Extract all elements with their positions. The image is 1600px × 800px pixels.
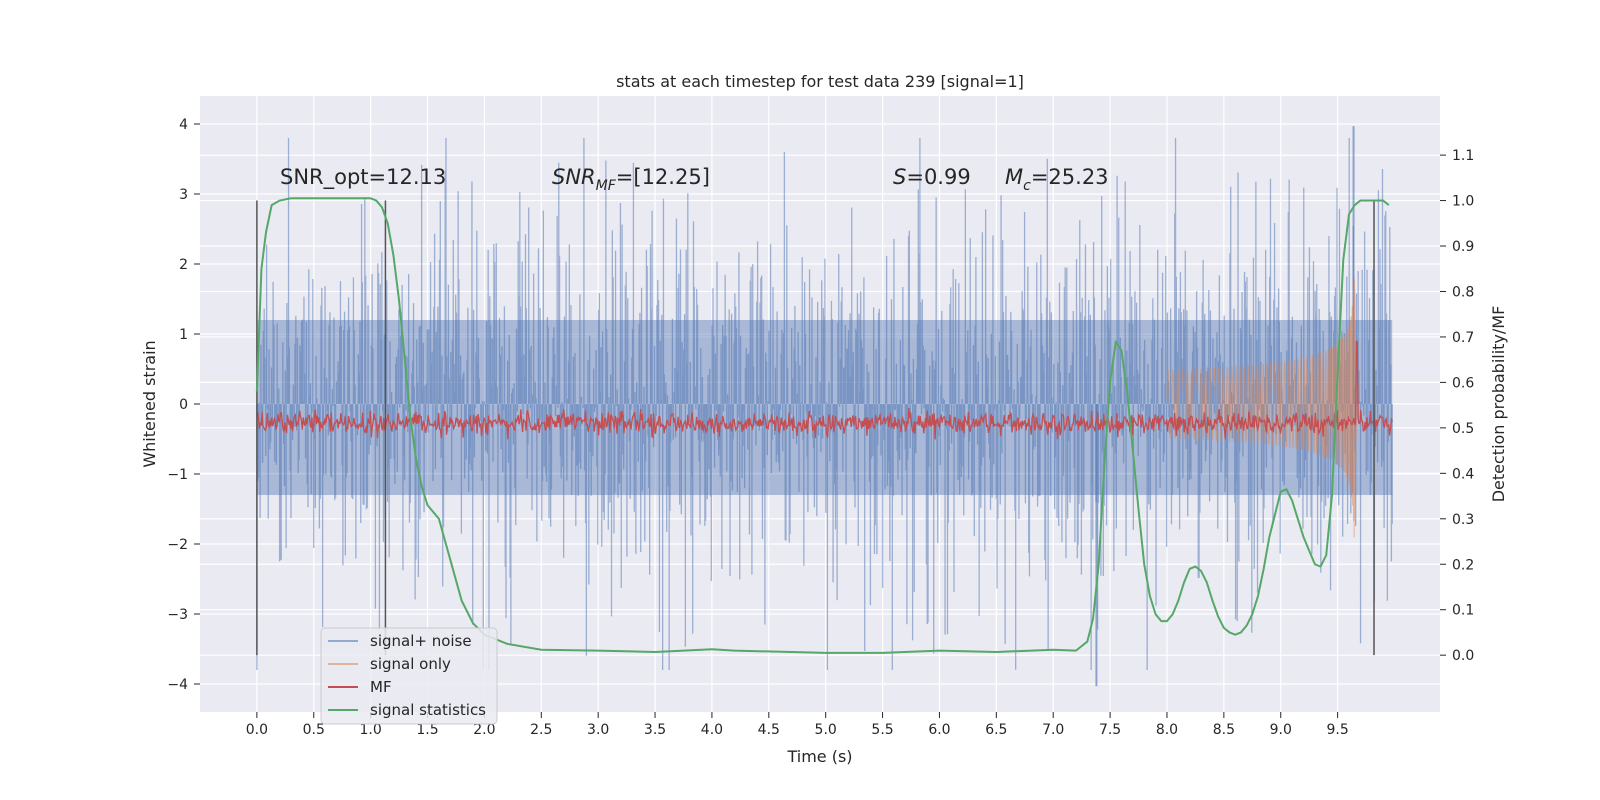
x-tick-label-17: 8.5: [1213, 722, 1235, 738]
y-right-tick-label-0: 1.1: [1452, 148, 1474, 164]
mf-line: [256, 340, 1393, 440]
legend-label-signal-only: signal only: [370, 655, 451, 673]
y-left-tick-label-2: 2: [179, 257, 188, 273]
x-tick-label-11: 5.5: [871, 722, 893, 738]
vertical-markers: [256, 200, 1375, 656]
annotation-snr-mf-value: =[12.25]: [616, 165, 710, 189]
signal-only-series: [1166, 278, 1359, 538]
y-right-tick-label-9: 0.2: [1452, 557, 1474, 573]
mf-series: [256, 340, 1393, 440]
y-left-tick-label-8: −4: [167, 677, 188, 693]
annotation-snr-opt: SNR_opt=12.13: [280, 165, 446, 190]
x-tick-label-14: 7.0: [1042, 722, 1064, 738]
x-tick-label-13: 6.5: [985, 722, 1007, 738]
signal-plus-noise-series: [256, 126, 1393, 687]
annotation-mc-sub: c: [1023, 178, 1031, 194]
legend-label-signal-statistics: signal statistics: [370, 701, 486, 719]
y-left-tick-label-4: 0: [179, 397, 188, 413]
x-tick-label-2: 1.0: [360, 722, 382, 738]
x-tick-label-12: 6.0: [928, 722, 950, 738]
annotation-snr-mf-prefix: SNR: [552, 165, 596, 189]
x-axis-ticks: 0.0 0.5 1.0 1.5 2.0 2.5 3.0 3.5 4.0 4.5 5.0 5.5 6.0 6…: [246, 712, 1349, 738]
y-right-tick-label-11: 0.0: [1452, 648, 1474, 664]
y-right-tick-label-8: 0.3: [1452, 512, 1474, 528]
y-right-tick-label-6: 0.5: [1452, 421, 1474, 437]
y-right-axis-ticks: 1.1 1.0 0.9 0.8 0.7 0.6 0.5 0.4 0.3 0.2 0.1 0.0: [1440, 148, 1474, 664]
x-tick-label-4: 2.0: [473, 722, 495, 738]
x-tick-label-1: 0.5: [303, 722, 325, 738]
x-tick-label-16: 8.0: [1156, 722, 1178, 738]
legend-box: [320, 627, 498, 725]
signal-statistics-line: [255, 197, 1390, 654]
annotation-s: S=0.99: [893, 165, 971, 189]
x-axis-label: Time (s): [786, 747, 852, 766]
legend: signal+ noise signal only MF signal stat…: [320, 627, 498, 725]
x-tick-label-15: 7.5: [1099, 722, 1121, 738]
x-tick-label-0: 0.0: [246, 722, 268, 738]
x-tick-label-10: 5.0: [815, 722, 837, 738]
annotation-snr-mf: SNRMF=[12.25]: [552, 165, 710, 194]
x-tick-label-9: 4.5: [758, 722, 780, 738]
y-right-tick-label-10: 0.1: [1452, 603, 1474, 619]
signal-only-line: [1166, 278, 1359, 538]
annotation-mc: Mc=25.23: [1005, 165, 1109, 194]
y-left-tick-label-3: 1: [179, 327, 188, 343]
x-tick-label-5: 2.5: [530, 722, 552, 738]
y-right-tick-label-2: 0.9: [1452, 239, 1474, 255]
y-left-tick-label-5: −1: [167, 467, 188, 483]
y-left-tick-label-6: −2: [167, 537, 188, 553]
y-left-tick-label-1: 3: [179, 187, 188, 203]
legend-label-mf: MF: [370, 678, 392, 696]
annotation-mc-prefix: M: [1005, 165, 1023, 189]
x-tick-label-6: 3.0: [587, 722, 609, 738]
x-tick-label-3: 1.5: [416, 722, 438, 738]
annotation-snr-mf-sub: MF: [596, 178, 617, 194]
y-right-tick-label-7: 0.4: [1452, 466, 1474, 482]
chart-title: stats at each timestep for test data 239…: [616, 72, 1024, 91]
x-tick-label-18: 9.0: [1270, 722, 1292, 738]
y-left-tick-label-7: −3: [167, 607, 188, 623]
y-right-axis-label: Detection probability/MF: [1489, 306, 1508, 503]
y-right-tick-label-1: 1.0: [1452, 194, 1474, 210]
y-right-tick-label-4: 0.7: [1452, 330, 1474, 346]
y-left-axis-label: Whitened strain: [140, 340, 159, 467]
x-tick-label-19: 9.5: [1326, 722, 1348, 738]
x-tick-label-7: 3.5: [644, 722, 666, 738]
signal-statistics-series: [255, 197, 1390, 654]
y-right-tick-label-5: 0.6: [1452, 375, 1474, 391]
signal-noise-dense-band: [256, 320, 1393, 495]
legend-label-signal-noise: signal+ noise: [370, 632, 472, 650]
annotation-mc-value: =25.23: [1031, 165, 1109, 189]
annotation-s-prefix: S: [893, 165, 906, 189]
x-tick-label-8: 4.0: [701, 722, 723, 738]
y-left-axis-ticks: 4 3 2 1 0 −1 −2 −3 −4: [167, 117, 200, 693]
annotation-s-value: =0.99: [906, 165, 970, 189]
y-right-tick-label-3: 0.8: [1452, 284, 1474, 300]
y-left-tick-label-0: 4: [179, 117, 188, 133]
